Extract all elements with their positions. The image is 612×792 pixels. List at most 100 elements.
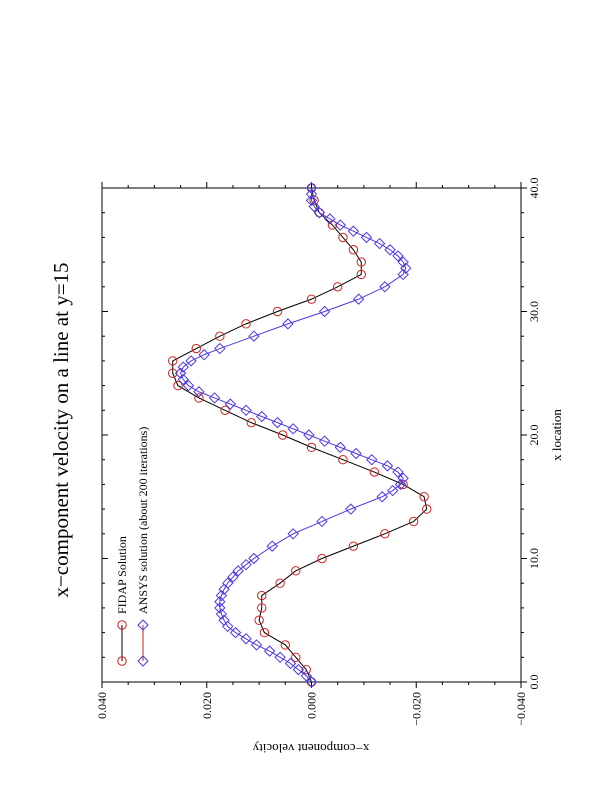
- data-point: [280, 640, 291, 650]
- data-point: [356, 269, 366, 280]
- data-point: [392, 466, 404, 478]
- x-tick-label: 20.0: [527, 425, 541, 446]
- data-point: [168, 356, 178, 366]
- data-point: [284, 657, 297, 670]
- y-axis-label: x−component velocity: [252, 741, 369, 756]
- data-point: [306, 442, 317, 453]
- data-point: [240, 633, 252, 645]
- data-point: [194, 393, 204, 403]
- data-point: [314, 208, 325, 218]
- data-point: [291, 652, 301, 662]
- data-point: [398, 479, 408, 490]
- data-point: [350, 447, 362, 460]
- data-point: [277, 430, 288, 440]
- data-point: [292, 663, 305, 676]
- data-point: [338, 232, 348, 243]
- data-point: [287, 423, 299, 435]
- y-tick-label: −0.040: [514, 692, 528, 726]
- data-point: [259, 627, 270, 638]
- data-point: [316, 515, 328, 528]
- legend-marker-ansys-end: [137, 619, 149, 631]
- data-point: [221, 577, 234, 589]
- data-point: [287, 528, 299, 540]
- data-point: [272, 306, 283, 317]
- x-tick-label: 40.0: [527, 178, 541, 199]
- series-line: [172, 187, 428, 683]
- data-point: [386, 484, 399, 497]
- data-point: [397, 256, 409, 268]
- data-point: [305, 182, 318, 194]
- series-layer: [168, 182, 432, 688]
- data-point: [214, 602, 226, 614]
- data-point: [250, 639, 263, 651]
- data-point: [240, 558, 252, 571]
- data-point: [248, 330, 260, 342]
- data-point: [220, 405, 230, 415]
- data-point: [191, 343, 201, 354]
- data-point: [274, 651, 286, 664]
- data-point: [334, 441, 347, 454]
- data-point: [246, 417, 256, 428]
- data-point: [185, 355, 197, 367]
- data-point: [379, 281, 391, 293]
- data-point: [348, 541, 359, 551]
- data-point: [257, 603, 267, 613]
- data-point: [271, 416, 284, 429]
- legend: FIDAP Solution ANSYS solution (about 200…: [115, 427, 150, 667]
- chart-title: x−component velocity on a line at y=15: [49, 262, 73, 597]
- data-point: [232, 565, 244, 577]
- data-point: [303, 429, 315, 441]
- x-tick-label: 30.0: [527, 301, 541, 322]
- data-point: [306, 677, 317, 687]
- data-point: [224, 398, 237, 410]
- data-point: [345, 503, 357, 515]
- data-point: [318, 435, 331, 447]
- data-point: [422, 504, 432, 514]
- legend-marker-fidap: [117, 656, 127, 666]
- data-point: [392, 250, 404, 262]
- y-tick-label: 0.020: [200, 692, 214, 719]
- data-point: [384, 244, 396, 256]
- series-fidap: [168, 183, 432, 687]
- data-point: [305, 676, 318, 688]
- data-point: [263, 645, 276, 657]
- data-point: [227, 571, 239, 583]
- y-tick-label: 0.000: [305, 692, 319, 719]
- data-point: [193, 386, 205, 398]
- data-point: [360, 231, 373, 244]
- data-point: [215, 331, 225, 341]
- data-point: [254, 615, 264, 625]
- data-point: [324, 213, 336, 225]
- x-tick-label: 0.0: [527, 675, 541, 690]
- data-point: [240, 404, 252, 417]
- data-point: [313, 206, 326, 219]
- series-ansys: [174, 182, 412, 688]
- data-point: [208, 392, 221, 404]
- data-point: [266, 540, 278, 552]
- data-point: [380, 529, 390, 539]
- data-point: [408, 516, 419, 527]
- legend-marker-fidap-end: [117, 620, 127, 630]
- data-point: [257, 590, 267, 601]
- data-point: [397, 472, 409, 484]
- legend-label-ansys: ANSYS solution (about 200 iterations): [136, 427, 150, 614]
- data-point: [214, 596, 226, 608]
- data-point: [198, 349, 210, 361]
- data-point: [305, 188, 318, 200]
- data-point: [348, 245, 359, 255]
- data-point: [256, 410, 268, 423]
- data-point: [318, 305, 331, 318]
- data-point: [373, 237, 386, 250]
- plot-frame: [101, 187, 522, 683]
- data-point: [182, 379, 195, 392]
- x-axis-label: x location: [549, 409, 564, 461]
- data-point: [215, 608, 228, 620]
- data-point: [214, 342, 226, 355]
- data-point: [352, 293, 365, 305]
- data-point: [301, 664, 311, 675]
- data-point: [275, 578, 285, 588]
- data-point: [381, 460, 394, 472]
- data-point: [369, 467, 380, 477]
- y-tick-label: −0.020: [409, 692, 423, 726]
